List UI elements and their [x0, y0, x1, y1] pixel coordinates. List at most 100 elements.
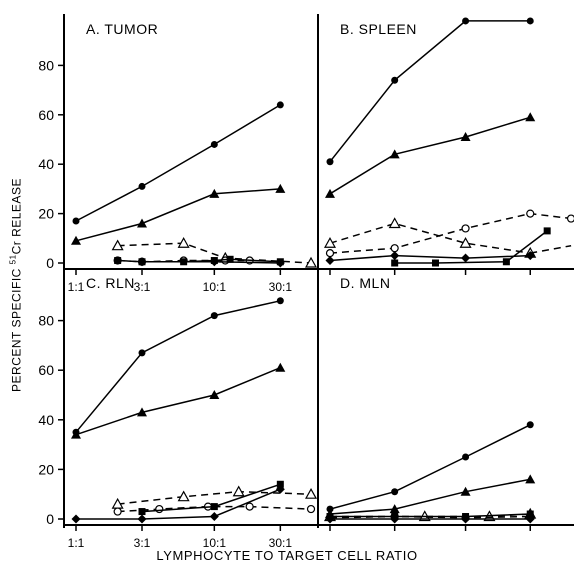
x-tick-label: 10:1	[203, 536, 227, 550]
data-point	[209, 512, 219, 522]
data-point	[323, 237, 337, 248]
data-point	[462, 17, 470, 25]
data-point	[113, 507, 122, 516]
x-tick-label: 3:1	[134, 280, 151, 294]
data-point	[275, 484, 285, 494]
data-point	[177, 237, 190, 248]
x-tick-label: 1:1	[68, 536, 85, 550]
data-point	[326, 158, 334, 166]
series-line	[329, 424, 531, 510]
data-point	[304, 487, 318, 499]
y-axis-label-wrap: PERCENT SPECIFIC 51Cr RELEASE	[6, 0, 26, 570]
data-point	[210, 312, 218, 320]
y-axis-label-prefix: PERCENT SPECIFIC	[9, 264, 24, 392]
series-line	[75, 367, 281, 436]
data-point	[431, 259, 439, 267]
data-point	[325, 256, 335, 266]
data-point	[155, 504, 164, 514]
data-point	[526, 510, 534, 518]
data-point	[209, 257, 219, 267]
series-line	[329, 212, 572, 254]
data-point	[111, 239, 124, 251]
data-point	[137, 514, 147, 524]
panel-1: 0 20 40 60 80 1:1 3:1 10:1 30:1 A. TUMOR	[38, 14, 318, 294]
y-tick-label: 60	[38, 362, 54, 378]
data-point	[210, 503, 218, 511]
data-point	[137, 257, 147, 267]
data-point	[461, 253, 471, 263]
x-tick-label: 30:1	[269, 536, 293, 550]
data-point	[525, 474, 536, 484]
data-point	[304, 256, 318, 268]
y-tick-label: 60	[38, 107, 54, 123]
x-tick-label: 3:1	[134, 536, 151, 550]
panel-title: B. SPLEEN	[340, 21, 417, 37]
data-point	[138, 182, 146, 190]
data-point	[137, 407, 147, 417]
data-point	[306, 504, 316, 514]
data-point	[177, 490, 190, 502]
data-point	[460, 132, 471, 142]
data-point	[389, 504, 400, 514]
y-tick-label: 40	[38, 412, 54, 428]
series-line	[329, 116, 531, 195]
data-point	[391, 76, 399, 84]
data-point	[72, 217, 80, 225]
y-tick-label: 80	[38, 313, 54, 329]
x-tick-label: 1:1	[68, 280, 85, 294]
data-point	[461, 224, 470, 233]
series-line	[329, 20, 531, 163]
data-point	[275, 362, 286, 372]
data-point	[525, 112, 536, 122]
data-point	[232, 485, 245, 497]
y-axis-label-suffix: Cr RELEASE	[9, 178, 24, 255]
series-line	[75, 300, 281, 433]
series-line	[330, 513, 531, 518]
data-point	[325, 514, 335, 524]
data-point	[502, 258, 510, 266]
data-point	[138, 349, 146, 357]
data-point	[526, 17, 534, 25]
panel-2: B. SPLEEN	[317, 14, 574, 275]
y-tick-label: 80	[38, 57, 54, 73]
data-point	[543, 227, 551, 235]
data-point	[245, 502, 254, 511]
data-point	[71, 235, 81, 245]
series-line	[117, 490, 312, 505]
panel-title: A. TUMOR	[86, 21, 158, 37]
data-point	[525, 514, 535, 524]
series-line	[75, 188, 281, 242]
series-line	[76, 488, 281, 520]
x-tick-label: 10:1	[203, 280, 227, 294]
data-point	[390, 514, 400, 524]
data-point	[226, 255, 234, 263]
data-point	[390, 244, 399, 253]
data-point	[276, 101, 284, 109]
y-tick-label: 0	[46, 511, 54, 527]
data-point	[462, 453, 470, 461]
y-axis-label-isotope: 51	[8, 254, 18, 265]
y-tick-label: 0	[46, 255, 54, 271]
data-point	[391, 259, 399, 267]
panel-3: 0 20 40 60 80 1:1 3:1 10:1 30:1 C. RLN	[38, 268, 318, 550]
data-point	[137, 218, 147, 228]
series-line	[329, 222, 531, 254]
data-point	[138, 508, 146, 516]
panel-4: D. MLN	[317, 268, 574, 531]
data-point	[275, 258, 285, 268]
data-point	[71, 514, 81, 524]
series-line	[117, 242, 312, 264]
data-point	[460, 486, 471, 496]
data-point	[390, 251, 400, 261]
data-point	[391, 488, 399, 496]
data-point	[389, 149, 400, 159]
data-point	[461, 514, 471, 524]
data-point	[388, 217, 401, 229]
data-point	[210, 140, 218, 148]
data-point	[566, 214, 574, 223]
series-line	[329, 478, 531, 515]
data-point	[71, 429, 81, 439]
data-point	[325, 188, 335, 198]
data-point	[275, 183, 286, 193]
